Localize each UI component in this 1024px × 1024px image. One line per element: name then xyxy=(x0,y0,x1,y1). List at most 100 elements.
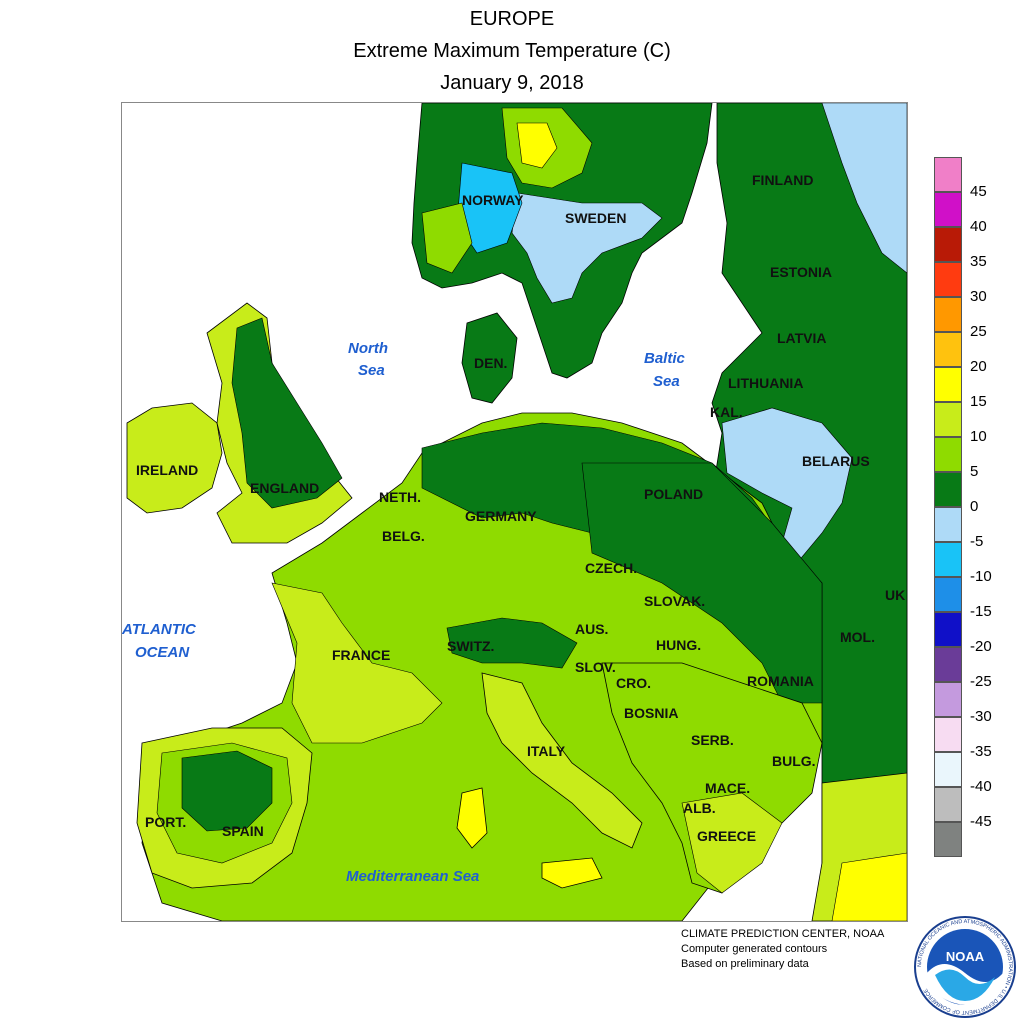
noaa-logo-icon: NOAA NATIONAL OCEANIC AND ATMOSPHERIC AD… xyxy=(914,916,1016,1018)
ireland-land xyxy=(126,402,223,514)
legend-tick-label: -20 xyxy=(970,638,992,655)
norway-south xyxy=(421,202,473,274)
legend-tick-label: -15 xyxy=(970,603,992,620)
italy-land xyxy=(481,672,643,849)
label-england: ENGLAND xyxy=(250,480,319,496)
map-date: January 9, 2018 xyxy=(440,72,584,94)
label-denmark: DEN. xyxy=(474,355,507,371)
label-italy: ITALY xyxy=(527,743,566,759)
label-kaliningrad: KAL. xyxy=(710,404,743,420)
legend-swatch xyxy=(934,297,962,332)
legend-swatch xyxy=(934,262,962,297)
sardinia-land xyxy=(456,787,488,849)
label-belgium: BELG. xyxy=(382,528,425,544)
legend-swatch xyxy=(934,472,962,507)
turkey-warm xyxy=(831,852,907,921)
legend-swatch xyxy=(934,752,962,787)
label-serbia: SERB. xyxy=(691,732,734,748)
legend-tick-label: 15 xyxy=(970,393,987,410)
sweden-cold-zone xyxy=(511,192,663,304)
legend-tick-label: 0 xyxy=(970,498,979,515)
legend-swatch xyxy=(934,822,962,857)
label-albania: ALB. xyxy=(683,800,716,816)
label-croatia: CRO. xyxy=(616,675,651,691)
legend-swatch xyxy=(934,192,962,227)
legend-tick-label: -10 xyxy=(970,568,992,585)
legend-tick-label: -35 xyxy=(970,743,992,760)
greece-warm xyxy=(681,792,783,894)
legend-tick-label: 30 xyxy=(970,288,987,305)
legend-tick-label: -30 xyxy=(970,708,992,725)
legend-swatch xyxy=(934,507,962,542)
credit-line-3: Based on preliminary data xyxy=(681,958,809,970)
label-macedonia: MACE. xyxy=(705,780,750,796)
credit-line-2: Computer generated contours xyxy=(681,943,828,955)
legend-swatch xyxy=(934,647,962,682)
legend-swatch xyxy=(934,367,962,402)
map-region-title: EUROPE xyxy=(469,8,555,30)
legend-tick-label: 5 xyxy=(970,463,979,480)
label-poland: POLAND xyxy=(644,486,703,502)
belarus-cold-zone xyxy=(721,407,853,564)
legend-tick-label: -5 xyxy=(970,533,984,550)
legend-swatch xyxy=(934,577,962,612)
label-atlantic-2: OCEAN xyxy=(135,644,190,661)
legend-swatch xyxy=(934,542,962,577)
label-north-sea-2: Sea xyxy=(358,362,385,379)
label-mediterranean: Mediterranean Sea xyxy=(346,868,479,885)
label-baltic-sea-1: Baltic xyxy=(644,350,686,367)
legend-swatch xyxy=(934,437,962,472)
legend-tick-label: -40 xyxy=(970,778,992,795)
legend-swatch xyxy=(934,332,962,367)
label-bulgaria: BULG. xyxy=(772,753,816,769)
label-lithuania: LITHUANIA xyxy=(728,375,803,391)
label-germany: GERMANY xyxy=(465,508,537,524)
label-czech: CZECH. xyxy=(585,560,637,576)
legend-tick-label: -25 xyxy=(970,673,992,690)
england-cold-zone xyxy=(231,317,343,509)
label-belarus: BELARUS xyxy=(802,453,870,469)
legend-swatch xyxy=(934,402,962,437)
legend-tick-label: 20 xyxy=(970,358,987,375)
label-bosnia: BOSNIA xyxy=(624,705,678,721)
label-romania: ROMANIA xyxy=(747,673,814,689)
map-title: Extreme Maximum Temperature (C) xyxy=(353,40,671,62)
finland-cold-zone xyxy=(821,103,907,274)
norway-warm-core xyxy=(516,122,558,169)
legend-swatch xyxy=(934,157,962,192)
alps-cold-zone xyxy=(446,617,578,669)
label-uk-ukraine: UK xyxy=(885,587,905,603)
temperature-map: FINLAND NORWAY SWEDEN ESTONIA LATVIA LIT… xyxy=(121,102,908,922)
label-norway: NORWAY xyxy=(462,192,524,208)
legend-tick-label: 25 xyxy=(970,323,987,340)
label-slovenia: SLOV. xyxy=(575,659,616,675)
legend-tick-label: 35 xyxy=(970,253,987,270)
label-ireland: IRELAND xyxy=(136,462,198,478)
logo-noaa-text: NOAA xyxy=(946,949,985,964)
label-slovakia: SLOVAK. xyxy=(644,593,705,609)
spain-cold-zone xyxy=(181,750,273,832)
label-france: FRANCE xyxy=(332,647,390,663)
label-finland: FINLAND xyxy=(752,172,813,188)
label-atlantic-1: ATLANTIC xyxy=(122,621,197,638)
legend-swatch xyxy=(934,787,962,822)
legend-tick-label: 45 xyxy=(970,183,987,200)
label-moldova: MOL. xyxy=(840,629,875,645)
legend-swatch xyxy=(934,612,962,647)
legend-tick-label: -45 xyxy=(970,813,992,830)
label-sweden: SWEDEN xyxy=(565,210,626,226)
label-austria: AUS. xyxy=(575,621,608,637)
credit-line-1: CLIMATE PREDICTION CENTER, NOAA xyxy=(681,928,885,940)
sicily-land xyxy=(541,857,603,889)
label-estonia: ESTONIA xyxy=(770,264,832,280)
legend-swatch xyxy=(934,717,962,752)
label-north-sea-1: North xyxy=(348,340,388,357)
label-hungary: HUNG. xyxy=(656,637,701,653)
legend-tick-label: 10 xyxy=(970,428,987,445)
legend-swatch xyxy=(934,682,962,717)
label-latvia: LATVIA xyxy=(777,330,827,346)
label-netherlands: NETH. xyxy=(379,489,421,505)
label-portugal: PORT. xyxy=(145,814,186,830)
denmark-land xyxy=(461,312,518,404)
label-spain: SPAIN xyxy=(222,823,264,839)
